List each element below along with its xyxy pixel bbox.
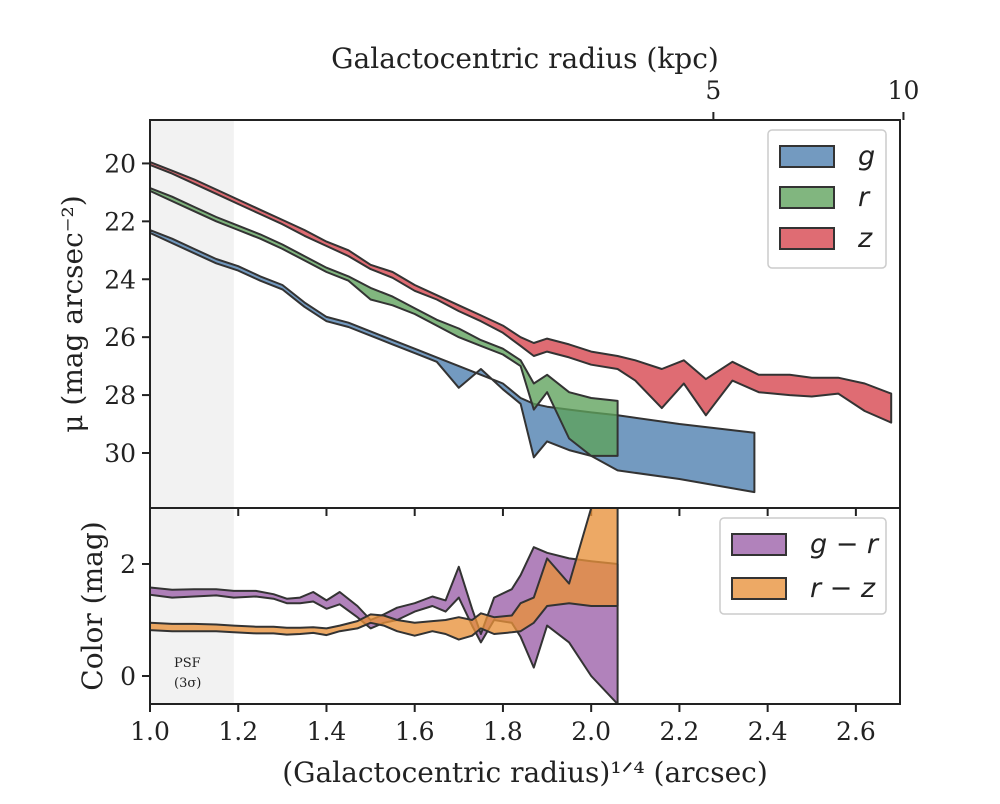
x-axis-title: (Galactocentric radius)¹ᐟ⁴ (arcsec) (282, 756, 768, 789)
top-ytick-label: 20 (104, 149, 136, 178)
psf-shaded-region-top (150, 120, 234, 508)
sb-legend-swatch (779, 186, 835, 209)
xtick-label: 1.2 (218, 717, 258, 746)
y-axis-ticks-top: 20 22 24 26 28 30 (104, 149, 150, 468)
x-axis-ticks-top-panel (149, 508, 857, 516)
kpc-tick-label: 10 (888, 76, 920, 105)
sb-band-2 (150, 161, 893, 424)
color-legend-swatch (731, 577, 787, 600)
sb-legend-label: z (857, 223, 873, 254)
color-panel: 02 1.0 1.2 1.4 1.6 1.8 2.0 2.2 2.4 2.6 PSF (3σ) … (76, 507, 901, 789)
legend-bottom: g − r r − z (719, 517, 887, 615)
xtick-label: 2.0 (571, 717, 611, 746)
sb-legend-label: g (858, 141, 875, 172)
xtick-label: 2.4 (748, 717, 788, 746)
y-axis-title-top: μ (mag arcsec⁻²) (56, 195, 89, 432)
surface-brightness-series (150, 161, 893, 494)
color-band-1 (150, 508, 619, 641)
y-axis-ticks-bottom: 02 (120, 550, 150, 691)
bottom-ytick-label: 0 (120, 662, 136, 691)
y-axis-title-bottom: Color (mag) (76, 521, 109, 690)
psf-shaded-region-bottom (150, 508, 234, 704)
xtick-label: 1.6 (395, 717, 435, 746)
bottom-panel-frame (149, 507, 901, 705)
color-legend-label: g − r (810, 529, 880, 560)
top-ytick-label: 26 (104, 323, 136, 352)
xtick-label: 1.0 (130, 717, 170, 746)
legend-top: grz (767, 129, 887, 269)
xtick-label: 1.4 (307, 717, 347, 746)
color-legend-label: r − z (810, 573, 876, 604)
color-series (150, 508, 619, 704)
sb-legend-swatch (779, 227, 835, 250)
sb-band-1 (150, 187, 619, 457)
sb-legend-label: r (858, 182, 871, 213)
xtick-label: 1.8 (483, 717, 523, 746)
top-ytick-label: 28 (104, 381, 136, 410)
x-axis-ticks-bottom: 1.0 1.2 1.4 1.6 1.8 2.0 2.2 2.4 2.6 (130, 704, 876, 746)
bottom-ytick-label: 2 (120, 550, 136, 579)
sb-band-0 (150, 229, 756, 494)
top-axis-title: Galactocentric radius (kpc) (331, 42, 719, 75)
xtick-label: 2.2 (660, 717, 700, 746)
top-ytick-label: 30 (104, 439, 136, 468)
xtick-label: 2.6 (836, 717, 876, 746)
psf-sigma-label: (3σ) (174, 676, 201, 691)
top-ytick-label: 22 (104, 207, 136, 236)
color-legend-swatch (731, 533, 787, 556)
sb-legend-swatch (779, 145, 835, 168)
psf-label: PSF (174, 656, 201, 671)
kpc-tick-label: 5 (705, 76, 721, 105)
kpc-axis-ticks: 51020305075100150 (705, 76, 920, 120)
top-ytick-label: 24 (104, 265, 136, 294)
